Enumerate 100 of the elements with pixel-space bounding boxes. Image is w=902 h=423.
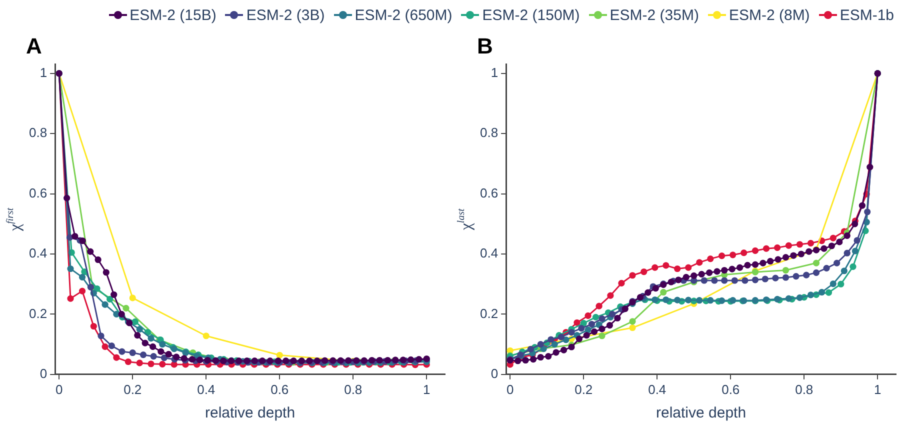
point [94,285,100,292]
x-tick-label: 0.2 [574,382,593,397]
point [806,248,812,255]
legend-label: ESM-2 (150M) [482,6,580,24]
legend-label: ESM-2 (15B) [130,6,216,24]
point [752,261,759,268]
point [660,288,667,296]
y-tick-label: 0.8 [480,125,498,140]
y-tick-label: 0.8 [28,125,48,140]
point [844,250,850,256]
point [78,288,86,294]
point [545,353,552,360]
point [416,356,422,363]
point [584,312,592,320]
point [744,262,751,268]
point [698,270,705,278]
point [142,340,148,346]
point [812,269,820,276]
point [108,342,115,350]
point [94,256,102,264]
point [707,297,714,304]
point [136,360,143,366]
point [858,202,866,209]
point [598,326,606,332]
point [854,237,860,244]
point [353,357,360,364]
point [578,325,585,332]
point [148,334,154,342]
point [79,237,86,244]
point [807,240,814,246]
point [730,252,736,258]
point [785,242,792,249]
y-tick-label: 0 [40,366,48,381]
point [514,358,522,364]
point [685,296,692,304]
x-axis-title: relative depth [656,404,746,422]
point [682,274,690,280]
x-tick-label: 0.6 [270,382,289,397]
chart-title: B [477,33,493,58]
point [618,280,625,287]
point [830,280,836,288]
point [721,266,728,274]
x-tick-label: 0.4 [648,382,666,397]
point [596,302,602,310]
point [728,266,736,272]
point [150,353,157,360]
point [408,356,414,363]
x-tick-label: 0.4 [197,382,216,397]
x-tick-label: 1 [874,382,882,397]
point [552,349,560,356]
point [785,295,792,302]
point [790,252,797,259]
x-tick-label: 0.2 [124,382,142,397]
point [823,264,830,272]
point [711,277,718,284]
point [537,341,544,348]
point [629,318,636,325]
y-tick-label: 0.4 [28,246,48,261]
y-tick-label: 0.4 [480,246,498,261]
point [606,322,614,329]
point [150,343,156,350]
point [576,336,583,342]
point [700,277,708,284]
point [67,295,74,302]
point [674,265,681,272]
point [592,314,600,321]
x-tick-label: 0.8 [344,382,362,397]
point [718,297,726,304]
point [668,278,674,286]
point [588,320,595,328]
point [64,194,70,202]
point [807,292,814,298]
point [675,276,682,284]
point [90,322,97,330]
point [607,292,614,299]
point [608,310,616,318]
point [110,291,118,298]
point [796,241,804,248]
point [774,256,782,263]
point [774,244,781,251]
point [685,264,692,271]
point [852,220,858,228]
point [102,343,108,350]
point [818,288,826,296]
legend-label: ESM-2 (3B) [246,6,325,24]
point [792,272,800,280]
point [662,296,670,304]
legend-label: ESM-2 (8M) [728,6,810,24]
point [560,346,568,354]
point [122,304,130,312]
point [568,328,575,336]
point [98,332,104,340]
point [629,272,636,279]
point [590,328,598,335]
point [864,208,871,216]
y-axis-title: χfirst [5,208,24,232]
point [636,294,644,301]
point [148,360,154,368]
point [527,346,534,352]
point [118,348,126,355]
